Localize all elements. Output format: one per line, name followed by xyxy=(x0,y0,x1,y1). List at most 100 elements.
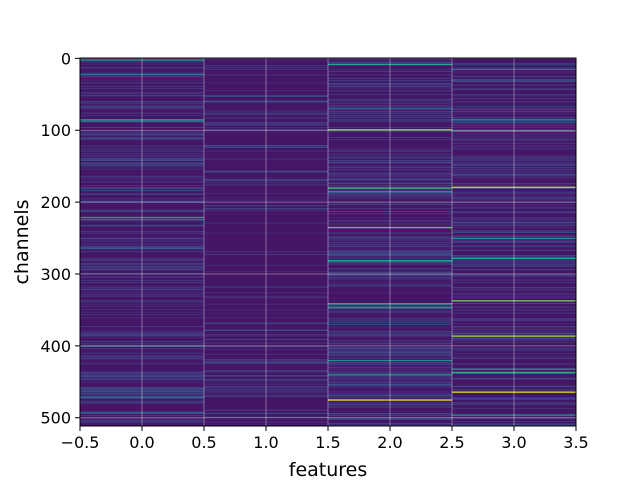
y-tick-label: 200 xyxy=(40,193,71,212)
heatmap-cell xyxy=(328,281,452,283)
heatmap-cell xyxy=(80,300,204,302)
heatmap-cell xyxy=(452,188,576,189)
heatmap-cell xyxy=(204,374,328,376)
heatmap-cell xyxy=(452,334,576,335)
heatmap-highlight-cell xyxy=(80,396,204,398)
heatmap-cell xyxy=(328,74,452,76)
heatmap-cell xyxy=(328,173,452,174)
heatmap-cell xyxy=(328,273,452,275)
heatmap-cell xyxy=(204,391,328,393)
heatmap-cell xyxy=(204,197,328,199)
heatmap-cell xyxy=(204,210,328,212)
x-tick-label: 1.5 xyxy=(315,433,340,452)
heatmap-cell xyxy=(328,242,452,243)
heatmap-cell xyxy=(204,370,328,372)
heatmap-cell xyxy=(328,354,452,356)
heatmap-cell xyxy=(328,402,452,404)
heatmap-cell xyxy=(328,368,452,370)
heatmap-cell xyxy=(204,67,328,69)
heatmap-cell xyxy=(328,323,452,325)
heatmap-cell xyxy=(80,160,204,161)
heatmap-cell xyxy=(204,178,328,180)
heatmap-cell xyxy=(204,362,328,363)
heatmap-cell xyxy=(204,146,328,148)
x-tick-label: 0.0 xyxy=(129,433,154,452)
heatmap-cell xyxy=(452,117,576,119)
heatmap-cell xyxy=(452,113,576,115)
heatmap-cell xyxy=(328,268,452,270)
heatmap-cell xyxy=(80,150,204,152)
heatmap-cell xyxy=(80,82,204,84)
heatmap-cell xyxy=(80,343,204,345)
heatmap-cell xyxy=(80,289,204,291)
heatmap-cell xyxy=(204,60,328,62)
heatmap-cell xyxy=(328,173,452,175)
heatmap-cell xyxy=(452,331,576,333)
heatmap-highlight-cell xyxy=(204,329,328,331)
heatmap-cell xyxy=(452,207,576,209)
heatmap-cell xyxy=(328,194,452,196)
heatmap-cell xyxy=(328,105,452,107)
heatmap-cell xyxy=(328,335,452,337)
heatmap-cell xyxy=(328,304,452,306)
heatmap-cell xyxy=(328,347,452,349)
heatmap-cell xyxy=(80,361,204,363)
heatmap-cell xyxy=(80,86,204,87)
heatmap-cell xyxy=(204,112,328,114)
heatmap-cell xyxy=(204,124,328,126)
heatmap-cell xyxy=(80,304,204,306)
heatmap-cell xyxy=(452,386,576,388)
heatmap-cell xyxy=(80,372,204,373)
heatmap-cell xyxy=(328,238,452,240)
heatmap-cell xyxy=(328,404,452,406)
heatmap-cell xyxy=(452,239,576,241)
heatmap-cell xyxy=(204,124,328,126)
heatmap-cell xyxy=(452,333,576,335)
heatmap-cell xyxy=(204,346,328,348)
heatmap-cell xyxy=(80,187,204,189)
heatmap-cell xyxy=(80,95,204,97)
heatmap-highlight-cell xyxy=(452,335,576,337)
heatmap-cell xyxy=(204,362,328,364)
heatmap-cell xyxy=(204,170,328,172)
heatmap-cell xyxy=(204,265,328,266)
heatmap-cell xyxy=(328,196,452,198)
heatmap-cell xyxy=(452,123,576,125)
heatmap-cell xyxy=(328,201,452,203)
heatmap-cell xyxy=(452,107,576,109)
heatmap-cell xyxy=(328,418,452,419)
heatmap-cell xyxy=(328,318,452,320)
heatmap-cell xyxy=(80,403,204,404)
heatmap-cell xyxy=(328,414,452,416)
heatmap-cell xyxy=(80,330,204,332)
heatmap-cell xyxy=(80,112,204,114)
heatmap-cell xyxy=(80,114,204,116)
heatmap-cell xyxy=(204,359,328,361)
heatmap-cell xyxy=(328,139,452,141)
heatmap-cell xyxy=(80,259,204,261)
heatmap-cell xyxy=(328,78,452,80)
heatmap-cell xyxy=(452,420,576,422)
heatmap-cell xyxy=(80,348,204,350)
heatmap-cell xyxy=(328,261,452,263)
heatmap-cell xyxy=(204,117,328,119)
heatmap-cell xyxy=(328,101,452,103)
heatmap-cell xyxy=(204,182,328,184)
heatmap-cell xyxy=(328,385,452,386)
heatmap-cell xyxy=(452,192,576,194)
heatmap-cell xyxy=(328,243,452,245)
heatmap-cell xyxy=(452,220,576,222)
heatmap-cell xyxy=(204,379,328,381)
heatmap-cell xyxy=(452,148,576,150)
heatmap-cell xyxy=(80,137,204,139)
heatmap-cell xyxy=(80,145,204,147)
heatmap-cell xyxy=(328,106,452,108)
heatmap-cell xyxy=(452,261,576,263)
heatmap-cell xyxy=(328,351,452,353)
heatmap-cell xyxy=(328,372,452,374)
heatmap-cell xyxy=(328,179,452,181)
heatmap-cell xyxy=(328,272,452,274)
heatmap-cell xyxy=(328,80,452,82)
heatmap-cell xyxy=(452,423,576,425)
heatmap-cell xyxy=(328,246,452,248)
